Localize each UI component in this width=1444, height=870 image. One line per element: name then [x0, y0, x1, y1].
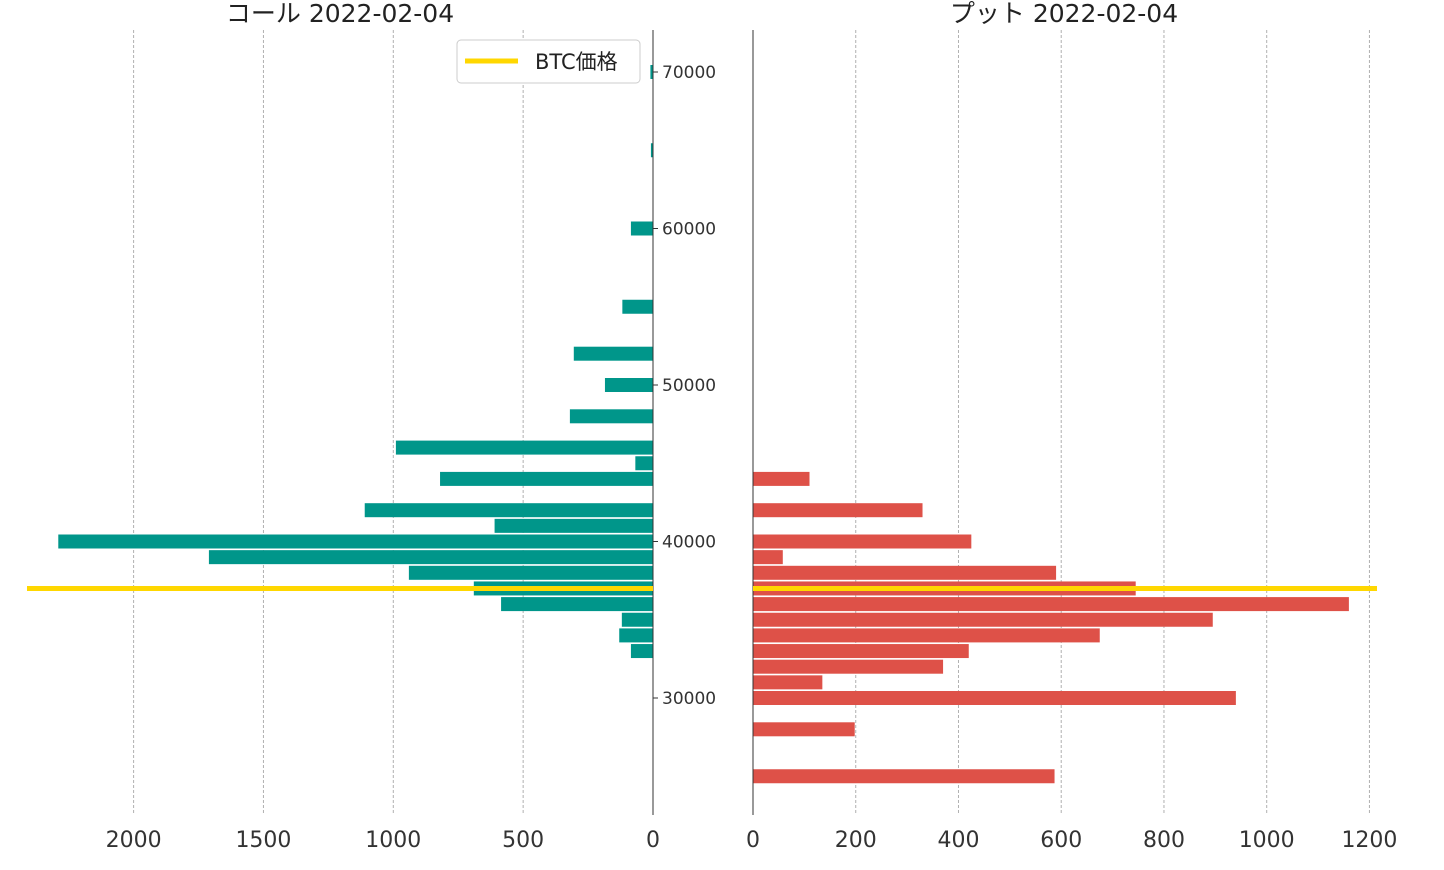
put-x-tick-label: 200 — [835, 828, 877, 853]
strike-tick-label: 60000 — [662, 220, 716, 240]
call-bar — [58, 534, 654, 549]
put-bar — [753, 503, 923, 518]
put-bar — [753, 534, 972, 549]
put-panel-title: プット 2022-02-04 — [950, 0, 1178, 28]
put-bar — [753, 628, 1100, 643]
call-x-tick-label: 0 — [646, 828, 660, 853]
put-bar — [753, 471, 810, 486]
strike-tick-label: 30000 — [662, 689, 716, 709]
put-bar — [753, 612, 1213, 627]
call-panel-gridlines: 2000 1500 1000 500 0 — [106, 30, 660, 853]
call-bar — [630, 644, 653, 659]
call-bar — [622, 299, 653, 314]
put-bar — [753, 675, 823, 690]
call-bar — [619, 628, 653, 643]
call-bar — [573, 346, 653, 361]
strike-tick-label: 40000 — [662, 533, 716, 553]
call-bar — [494, 518, 653, 533]
call-bar — [650, 143, 653, 158]
call-bar — [208, 550, 653, 565]
put-panel-bars — [753, 471, 1349, 784]
call-bar — [630, 221, 653, 236]
call-bar — [440, 471, 653, 486]
put-bar — [753, 659, 944, 674]
legend: BTC価格 — [456, 39, 641, 84]
put-x-tick-label: 800 — [1143, 828, 1185, 853]
put-bar — [753, 565, 1057, 580]
call-bar — [408, 565, 653, 580]
call-bar — [635, 456, 653, 471]
call-x-tick-label: 500 — [502, 828, 544, 853]
strike-tick-label: 70000 — [662, 63, 716, 83]
call-bar — [569, 409, 653, 424]
strike-tick-label: 50000 — [662, 376, 716, 396]
put-x-tick-label: 400 — [937, 828, 979, 853]
call-bar — [395, 440, 653, 455]
put-bar — [753, 691, 1236, 705]
call-x-tick-label: 1000 — [365, 828, 421, 853]
call-bar — [621, 612, 653, 627]
axes: 70000 60000 50000 40000 30000 — [652, 30, 754, 815]
put-bar — [753, 722, 855, 737]
put-x-tick-label: 0 — [746, 828, 760, 853]
put-bar — [753, 769, 1055, 784]
call-bar — [364, 503, 653, 518]
call-panel-title: コール 2022-02-04 — [226, 0, 454, 28]
put-bar — [753, 644, 969, 659]
call-x-tick-label: 1500 — [235, 828, 291, 853]
legend-label: BTC価格 — [535, 50, 618, 74]
call-bar — [650, 65, 653, 79]
call-bar — [604, 378, 653, 392]
call-panel-bars — [58, 65, 654, 659]
put-bar — [753, 550, 783, 565]
put-x-tick-label: 1000 — [1239, 828, 1295, 853]
put-bar — [753, 597, 1349, 612]
legend-box — [456, 39, 641, 84]
call-x-tick-label: 2000 — [106, 828, 162, 853]
call-bar — [501, 597, 653, 612]
put-x-tick-label: 600 — [1040, 828, 1082, 853]
put-x-tick-label: 1200 — [1341, 828, 1397, 853]
put-panel-gridlines: 0 200 400 600 800 1000 1200 — [746, 30, 1397, 853]
